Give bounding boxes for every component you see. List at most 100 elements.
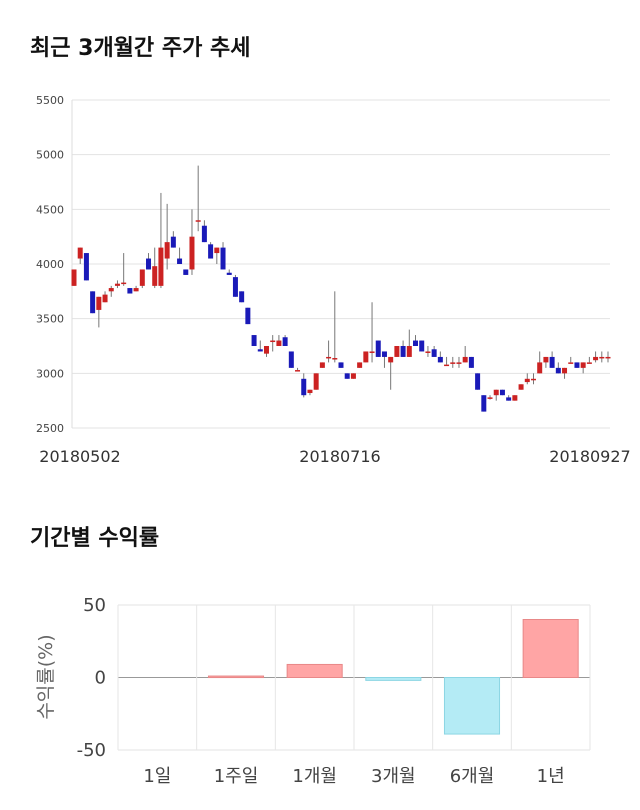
candle-body-up [357, 362, 363, 368]
candle-body-down [481, 395, 487, 412]
candle-body-down [127, 288, 133, 294]
candle-body-down [251, 335, 257, 346]
candle-body-up [350, 373, 356, 379]
candle-body-down [301, 378, 307, 396]
candle-body-down [574, 362, 580, 368]
candle-body-up [295, 370, 301, 372]
return-category-label: 1개월 [292, 766, 337, 787]
candle-body-up [313, 373, 319, 390]
period-return-bar-chart: -50 0 50 1일 1주일 1개월 3개월 6개월 1년 수익률(%) [35, 595, 591, 787]
candle-body-up [369, 351, 375, 353]
candle-body-up [493, 389, 499, 396]
candle-body-up [605, 356, 611, 359]
candle-body-down [146, 258, 152, 270]
return-chart-gridlines [117, 604, 591, 751]
price-x-tick-label: 20180927 [549, 447, 630, 466]
candle-body-up [102, 294, 108, 303]
return-category-label: 1일 [143, 766, 171, 787]
price-chart-candles [71, 165, 611, 412]
candle-body-down [288, 351, 294, 368]
price-chart-x-ticks: 20180502 20180716 20180927 [39, 447, 630, 466]
price-y-tick-label: 4000 [36, 258, 64, 271]
return-y-tick-label: -50 [77, 740, 106, 761]
candle-body-up [425, 351, 431, 353]
candle-body-up [326, 356, 332, 359]
candle-body-up [406, 346, 412, 357]
candle-body-down [226, 272, 232, 275]
candle-body-up [462, 356, 468, 363]
candle-body-up [139, 269, 145, 286]
candle-body-up [524, 378, 530, 383]
candle-body-down [183, 269, 189, 275]
candle-body-down [499, 389, 505, 396]
return-bar [522, 619, 579, 678]
candle-body-up [133, 288, 139, 292]
candle-body-up [450, 362, 456, 364]
return-chart-y-ticks: -50 0 50 [77, 595, 106, 761]
candle-body-up [394, 346, 400, 357]
candle-body-up [195, 220, 201, 222]
candle-body-up [388, 356, 394, 363]
candle-body-up [537, 362, 543, 374]
candle-body-up [586, 362, 592, 364]
price-y-tick-label: 2500 [36, 422, 64, 435]
candle-body-down [201, 225, 207, 243]
candle-body-up [444, 364, 450, 367]
return-category-label: 1년 [537, 766, 565, 787]
candle-body-up [152, 266, 158, 286]
return-category-label: 1주일 [214, 766, 259, 787]
candle-body-down [555, 367, 561, 374]
candle-body-down [413, 340, 419, 346]
return-chart-x-ticks: 1일 1주일 1개월 3개월 6개월 1년 [143, 766, 564, 787]
candle-body-down [344, 373, 350, 379]
candle-body-down [431, 349, 437, 357]
candle-body-down [239, 291, 245, 303]
return-chart-y-axis-label: 수익률(%) [35, 634, 57, 719]
candle-body-up [530, 378, 536, 381]
candle-body-down [83, 253, 89, 281]
candle-body-up [518, 384, 524, 390]
return-bar [286, 663, 343, 678]
candle-body-up [214, 247, 220, 254]
candle-body-up [276, 340, 282, 346]
candle-body-up [164, 242, 170, 259]
return-chart-bars [207, 619, 579, 735]
candle-body-up [319, 362, 325, 368]
price-y-tick-label: 5000 [36, 149, 64, 162]
price-trend-title: 최근 3개월간 주가 추세 [30, 36, 251, 61]
price-x-tick-label: 20180502 [39, 447, 120, 466]
candle-body-up [108, 288, 114, 292]
candle-body-up [307, 389, 313, 394]
return-bar [365, 677, 422, 681]
candle-body-up [263, 346, 269, 354]
candle-body-up [270, 340, 276, 343]
candle-body-down [220, 247, 226, 270]
candle-body-down [257, 349, 263, 352]
return-y-tick-label: 0 [95, 668, 106, 689]
candle-body-down [506, 397, 512, 401]
price-y-tick-label: 3500 [36, 313, 64, 326]
return-category-label: 3개월 [371, 766, 416, 787]
candle-body-down [419, 340, 425, 352]
candle-body-up [71, 269, 77, 286]
period-return-title: 기간별 수익률 [30, 526, 160, 551]
candle-body-down [245, 307, 251, 325]
candle-body-down [90, 291, 96, 314]
candle-body-up [512, 395, 518, 401]
price-x-tick-label: 20180716 [299, 447, 380, 466]
candle-body-up [456, 362, 462, 364]
candle-body-up [114, 283, 120, 286]
candle-body-up [158, 247, 164, 286]
candle-body-down [468, 356, 474, 368]
candle-body-up [562, 367, 568, 374]
candle-body-up [593, 356, 599, 361]
price-y-tick-label: 3000 [36, 367, 64, 380]
candle-body-down [381, 351, 387, 357]
candle-body-down [400, 346, 406, 357]
return-bar [207, 675, 265, 679]
candle-body-down [232, 277, 238, 297]
candle-body-up [189, 236, 195, 270]
price-y-tick-label: 5500 [36, 94, 64, 107]
candle-body-up [487, 397, 493, 399]
candle-body-up [543, 356, 549, 363]
